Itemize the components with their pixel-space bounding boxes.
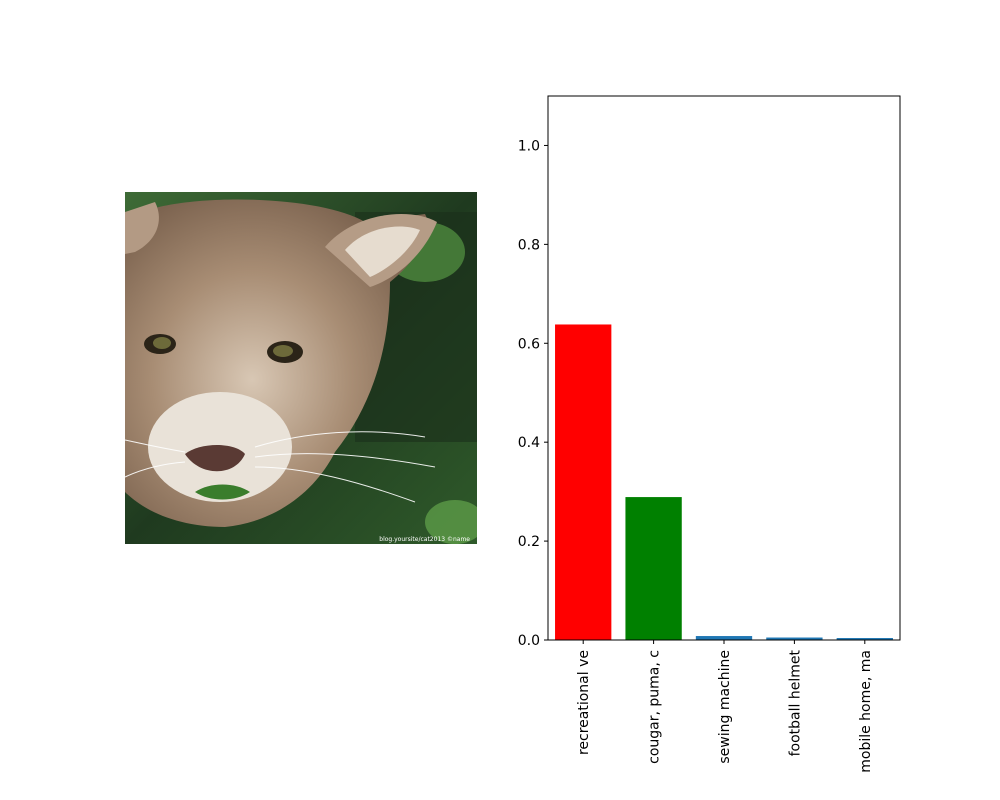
x-tick-label: cougar, puma, c: [647, 650, 663, 764]
y-tick-label: 1.0: [518, 138, 540, 154]
y-axis: 0.0 0.2 0.4 0.6 0.8 1.0: [518, 138, 548, 649]
photo-watermark: blog.yoursite/cat2013 ©name: [379, 536, 470, 543]
bar: [625, 497, 682, 640]
x-tick-label: football helmet: [787, 650, 803, 757]
y-tick-label: 0.0: [518, 633, 540, 649]
x-tick-label: recreational ve: [576, 650, 592, 755]
x-axis: recreational ve cougar, puma, c sewing mac…: [576, 640, 874, 773]
plot-frame: [547, 95, 901, 641]
bar: [695, 636, 753, 640]
y-tick-label: 0.2: [518, 534, 540, 550]
y-tick-label: 0.4: [518, 435, 540, 451]
y-tick-label: 0.6: [518, 336, 540, 352]
y-tick-label: 0.8: [518, 237, 540, 253]
x-tick-label: mobile home, ma: [858, 650, 874, 773]
bar: [555, 324, 612, 640]
bars: [555, 324, 893, 640]
bar: [766, 637, 823, 640]
bar: [836, 638, 893, 640]
cougar-photo: blog.yoursite/cat2013 ©name: [125, 192, 477, 544]
x-tick-label: sewing machine: [717, 650, 733, 764]
